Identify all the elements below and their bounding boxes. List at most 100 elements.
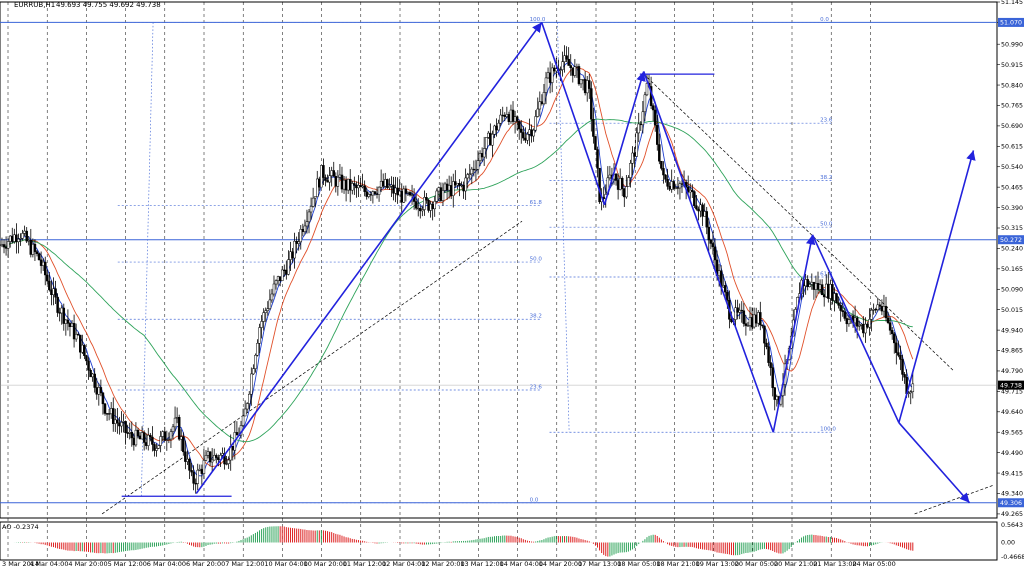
candle-body (482, 148, 486, 158)
level-price-label: 51.070 (1000, 20, 1022, 27)
candle-body (272, 283, 276, 295)
candle-body (353, 183, 356, 186)
candle-body (85, 355, 88, 362)
candle-body (342, 179, 346, 190)
candle-body (429, 203, 432, 211)
candle-body (509, 109, 513, 122)
candle-body (775, 396, 779, 400)
candle-body (726, 291, 729, 301)
candle-body (258, 327, 261, 344)
candle-body (192, 471, 195, 484)
candle-body (575, 66, 579, 68)
candle-body (724, 285, 727, 293)
candle-body (517, 121, 521, 130)
candle-body (540, 101, 544, 105)
candle-body (818, 284, 822, 290)
candle-body (754, 314, 758, 324)
candle-body (822, 294, 826, 298)
candle-body (524, 137, 527, 141)
candle-body (37, 253, 41, 261)
candle-body (305, 221, 309, 227)
fib-level-label: 0.0 (530, 497, 539, 503)
candle-body (254, 355, 257, 369)
fib-level-label: 0.0 (820, 17, 829, 23)
candle-body (81, 344, 84, 353)
candle-body (124, 421, 127, 433)
candle-body (147, 434, 150, 446)
fib-level-label: 50.0 (820, 222, 833, 228)
candle-body (43, 261, 47, 276)
candle-body (860, 324, 863, 326)
candle-body (410, 194, 414, 196)
candle-body (260, 321, 263, 328)
candle-body (278, 276, 282, 281)
candle-body (402, 188, 406, 203)
candle-body (336, 176, 340, 187)
candle-body (359, 185, 362, 188)
candle-body (126, 432, 129, 434)
candle-body (190, 470, 193, 473)
candle-body (177, 417, 181, 440)
time-tick-label: 6 Mar 04:00 (147, 560, 186, 568)
candle-body (344, 179, 348, 191)
candle-body (814, 283, 818, 290)
zigzag-segment (811, 234, 900, 424)
candle-body (454, 181, 457, 186)
candle-body (528, 129, 531, 135)
candle-body (505, 114, 509, 117)
candle-body (668, 186, 671, 190)
level-price-box (998, 235, 1024, 245)
time-tick-label: 24 Mar 05:00 (852, 560, 895, 568)
candle-body (643, 94, 647, 113)
candle-body (629, 163, 632, 178)
candle-body (835, 293, 838, 304)
candle-body (711, 243, 715, 248)
candle-body (328, 175, 331, 183)
candle-body (245, 403, 249, 410)
oscillator-frame (0, 521, 998, 561)
trend-lines[interactable] (101, 73, 994, 515)
fib-level-label: 38.2 (820, 175, 832, 181)
price-tick-label: 50.915 (1001, 62, 1023, 69)
zigzag-segment (603, 71, 646, 206)
candle-body (862, 324, 865, 334)
candle-body (68, 323, 72, 327)
candle-body (355, 184, 358, 189)
candle-body (530, 129, 533, 137)
candle-body (478, 153, 482, 161)
dashed-trendline (914, 484, 994, 515)
candle-body (111, 408, 115, 424)
candle-body (186, 458, 189, 462)
candle-body (705, 211, 708, 228)
candle-body (340, 174, 344, 190)
candle-body (116, 419, 119, 424)
candle-body (109, 408, 113, 414)
candle-body (136, 429, 140, 437)
fibonacci-retracements[interactable]: 100.061.850.038.223.60.00.023.638.250.06… (117, 17, 837, 503)
price-tick-label: 49.790 (1001, 368, 1023, 375)
candle-body (173, 417, 177, 428)
candle-body (812, 281, 816, 290)
candle-body (188, 458, 191, 471)
time-tick-label: 3 Mar 2014 (2, 560, 39, 568)
candle-body (320, 165, 323, 188)
candle-body (693, 191, 696, 207)
candle-body (707, 226, 711, 241)
zigzag-drawing[interactable] (121, 21, 976, 504)
candle-body (322, 165, 325, 178)
candle-body (128, 432, 131, 434)
candle-body (474, 169, 478, 171)
candle-body (542, 92, 546, 105)
candle-body (283, 269, 286, 271)
candle-body (820, 284, 824, 296)
candle-body (660, 160, 663, 169)
zigzag-segment (642, 71, 775, 433)
time-tick-label: 5 Mar 12:00 (108, 560, 147, 568)
candle-body (592, 119, 595, 137)
candle-body (697, 208, 700, 212)
candle-body (532, 129, 535, 137)
price-tick-label: 50.315 (1001, 225, 1023, 232)
candle-body (8, 235, 12, 242)
